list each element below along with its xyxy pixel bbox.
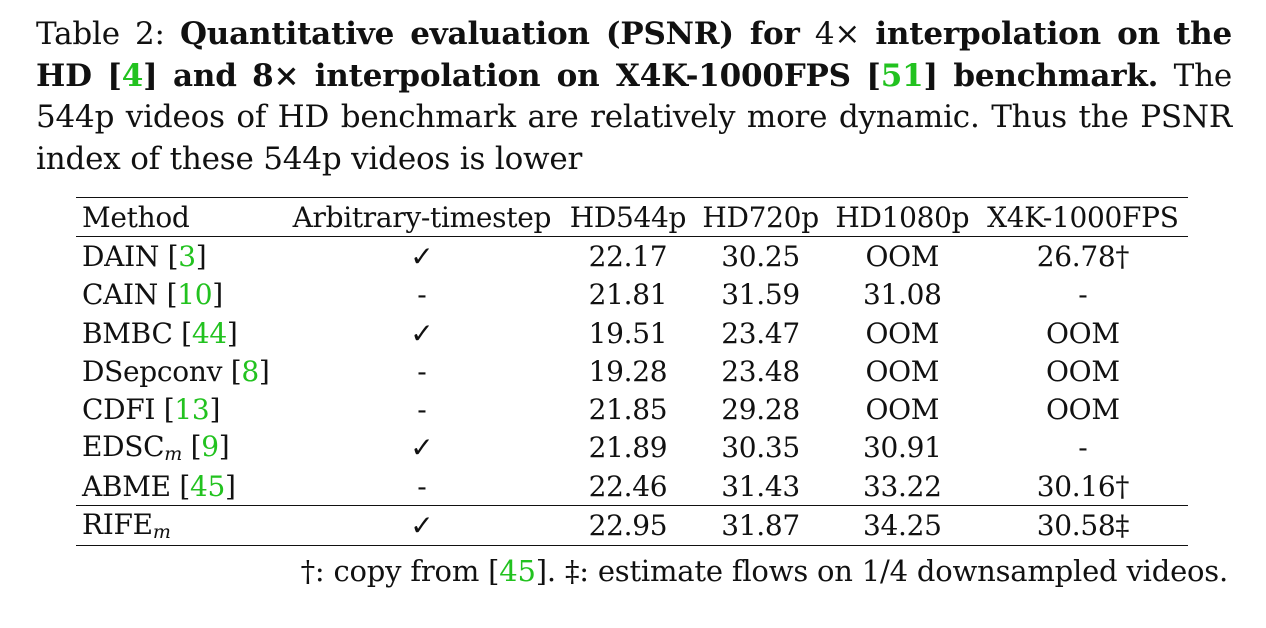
method-cell: EDSCm [9] [82,430,230,466]
hd720p-cell-best: 31.87 [721,509,800,543]
method-cell: RIFEm [76,506,282,545]
footnote-part-1: †: copy from [300,554,480,588]
hd720p-cell: 23.48 [721,354,800,388]
table-row-abme: ABME [45] - 22.46 31.43 33.22 30.16† [76,467,1188,506]
method-cell: CAIN [10] [82,278,223,312]
table-row-rife: RIFEm ✓ 22.95 31.87 34.25 30.58‡ [76,505,1188,546]
footnote-part-2: . ‡: estimate flows on 1/4 downsampled v… [546,554,1228,588]
hd720p-cell: 30.25 [721,239,800,273]
hd544p-cell: 21.85 [588,393,668,427]
caption-factor-8x: 8× [252,57,300,94]
table-row-dain: DAIN [3] ✓ 22.17 30.25 OOM 26.78† [76,237,1188,276]
method-cell: DSepconv [8] [82,354,270,388]
method-name: DAIN [82,239,160,273]
method-name: ABME [82,469,171,503]
arbitrary-cell: - [417,354,427,388]
citation-link[interactable]: 10 [177,278,213,312]
hd720p-cell: 31.59 [721,278,800,312]
arbitrary-cell: ✓ [410,316,434,350]
caption-title-part-e: benchmark. [953,57,1159,94]
hd544p-cell: 22.46 [588,469,668,503]
method-cell: BMBC [44] [82,316,238,350]
caption-title-part-a: Quantitative evaluation (PSNR) for [180,16,800,52]
method-cell: CDFI [13] [82,393,221,427]
citation-link-x4k[interactable]: 51 [880,57,924,94]
x4k-cell: OOM [1046,393,1120,427]
hd544p-cell: 19.28 [588,354,668,388]
hd1080p-cell: 30.91 [863,431,942,465]
header-method: Method [82,200,190,234]
hd720p-cell: 30.35 [721,431,800,465]
table-row-bmbc: BMBC [44] ✓ 19.51 23.47 OOM OOM [76,314,1188,352]
method-name: DSepconv [82,354,223,388]
hd544p-cell: 21.81 [588,278,668,312]
citation-link[interactable]: 45 [189,469,225,503]
hd544p-cell: 21.89 [588,431,668,465]
arbitrary-cell: ✓ [410,509,434,543]
header-hd720p: HD720p [702,200,819,234]
x4k-cell: 30.16† [1036,469,1130,503]
header-x4k-1000fps: X4K-1000FPS [987,200,1179,234]
hd1080p-cell: 33.22 [863,469,942,503]
citation-link[interactable]: 13 [174,393,210,427]
hd720p-cell: 29.28 [721,393,800,427]
hd720p-cell: 23.47 [721,316,800,350]
hd1080p-cell: OOM [865,316,940,350]
table-row-edsc: EDSCm [9] ✓ 21.89 30.35 30.91 - [76,429,1188,467]
caption-body: The 544p videos of HD benchmark are rela… [36,57,1233,177]
arbitrary-cell: ✓ [410,239,434,273]
table-row-cdfi: CDFI [13] - 21.85 29.28 OOM OOM [76,390,1188,428]
arbitrary-cell: - [417,469,427,503]
hd1080p-cell: 31.08 [863,278,942,312]
caption-title-part-b: interpolation on the HD [36,16,1233,94]
citation-link[interactable]: 8 [241,354,259,388]
x4k-cell: OOM [1046,316,1120,350]
x4k-cell: - [1078,278,1088,312]
table-footnote: †: copy from [45]. ‡: estimate flows on … [300,554,1229,588]
hd720p-cell: 31.43 [721,469,800,503]
table-header-row: Method Arbitrary-timestep HD544p HD720p … [76,197,1188,237]
method-subscript: m [152,521,171,544]
x4k-cell: 26.78† [1036,239,1130,273]
results-table: Method Arbitrary-timestep HD544p HD720p … [76,197,1188,546]
citation-link[interactable]: 9 [201,430,219,464]
x4k-cell: - [1078,431,1088,465]
hd1080p-cell: OOM [865,239,940,273]
table-caption: Table 2: Quantitative evaluation (PSNR) … [36,16,1233,177]
caption-title-part-d: interpolation on X4K-1000FPS [314,57,851,94]
caption-label: Table 2: [36,16,165,52]
caption-title-part-c: and [172,57,237,94]
table-row-cain: CAIN [10] - 21.81 31.59 31.08 - [76,276,1188,314]
hd544p-cell-best: 22.95 [588,509,668,543]
hd544p-cell: 22.17 [588,239,668,273]
citation-link[interactable]: 3 [178,239,196,273]
citation-link-footnote[interactable]: 45 [499,554,536,588]
method-cell: ABME [45] [82,469,236,503]
method-name: EDSC [82,430,165,464]
method-cell: DAIN [3] [82,239,207,273]
method-name: RIFE [82,508,153,542]
header-arbitrary-timestep: Arbitrary-timestep [292,200,552,234]
arbitrary-cell: ✓ [410,431,434,465]
method-name: CDFI [82,393,156,427]
hd1080p-cell: OOM [865,354,940,388]
citation-link[interactable]: 44 [191,316,227,350]
arbitrary-cell: - [417,278,427,312]
hd1080p-cell-best: 34.25 [863,509,942,543]
hd544p-cell: 19.51 [588,316,668,350]
header-hd1080p: HD1080p [835,200,970,234]
hd1080p-cell: OOM [865,393,940,427]
method-name: CAIN [82,278,159,312]
x4k-cell-best: 30.58‡ [1036,509,1130,543]
table-row-dsepconv: DSepconv [8] - 19.28 23.48 OOM OOM [76,352,1188,390]
method-name: BMBC [82,316,173,350]
method-subscript: m [164,443,183,466]
caption-factor-4x: 4× [814,16,861,52]
x4k-cell: OOM [1046,354,1120,388]
arbitrary-cell: - [417,393,427,427]
citation-link-hd[interactable]: 4 [121,57,144,94]
header-hd544p: HD544p [569,200,687,234]
